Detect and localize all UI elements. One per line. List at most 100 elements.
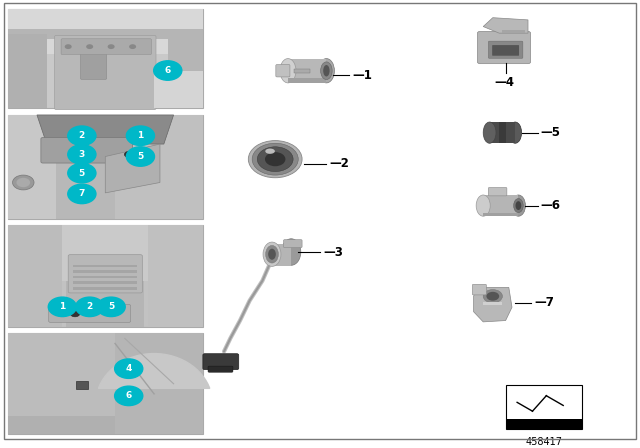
- FancyBboxPatch shape: [154, 70, 203, 108]
- FancyBboxPatch shape: [276, 65, 290, 77]
- Ellipse shape: [511, 195, 525, 216]
- Text: 5: 5: [138, 152, 143, 161]
- FancyBboxPatch shape: [8, 9, 203, 108]
- Circle shape: [13, 175, 34, 190]
- FancyBboxPatch shape: [490, 122, 515, 143]
- FancyBboxPatch shape: [8, 225, 203, 327]
- Circle shape: [86, 44, 93, 49]
- FancyBboxPatch shape: [76, 381, 88, 389]
- Ellipse shape: [280, 59, 296, 83]
- Text: 4: 4: [125, 364, 132, 373]
- Text: 5: 5: [79, 168, 85, 178]
- FancyBboxPatch shape: [208, 366, 233, 372]
- FancyBboxPatch shape: [73, 265, 138, 267]
- FancyBboxPatch shape: [506, 385, 582, 429]
- Text: —4: —4: [494, 77, 515, 90]
- Ellipse shape: [268, 249, 276, 260]
- Ellipse shape: [282, 239, 301, 265]
- Text: 7: 7: [79, 190, 85, 198]
- FancyBboxPatch shape: [81, 43, 106, 79]
- FancyBboxPatch shape: [8, 333, 203, 434]
- Circle shape: [68, 126, 96, 146]
- FancyBboxPatch shape: [492, 45, 519, 56]
- Ellipse shape: [476, 195, 490, 216]
- FancyBboxPatch shape: [502, 30, 525, 33]
- Circle shape: [129, 44, 136, 49]
- FancyBboxPatch shape: [203, 354, 239, 370]
- Circle shape: [124, 151, 133, 157]
- FancyBboxPatch shape: [49, 305, 131, 323]
- Text: —3: —3: [323, 246, 343, 258]
- Polygon shape: [474, 287, 512, 322]
- Circle shape: [68, 164, 96, 183]
- FancyBboxPatch shape: [483, 195, 518, 216]
- Circle shape: [257, 147, 293, 172]
- FancyBboxPatch shape: [288, 59, 326, 83]
- FancyBboxPatch shape: [8, 399, 203, 434]
- FancyBboxPatch shape: [168, 34, 203, 108]
- Ellipse shape: [483, 289, 502, 303]
- FancyBboxPatch shape: [8, 115, 56, 219]
- FancyBboxPatch shape: [115, 115, 203, 219]
- FancyBboxPatch shape: [8, 225, 62, 327]
- Polygon shape: [483, 17, 528, 33]
- Ellipse shape: [323, 65, 330, 77]
- FancyBboxPatch shape: [73, 276, 138, 278]
- Text: —7: —7: [534, 297, 554, 310]
- Circle shape: [17, 178, 30, 187]
- FancyBboxPatch shape: [506, 419, 582, 429]
- Ellipse shape: [516, 201, 522, 210]
- Text: 1: 1: [138, 131, 143, 140]
- FancyBboxPatch shape: [483, 213, 518, 216]
- Circle shape: [68, 184, 96, 204]
- FancyBboxPatch shape: [269, 244, 291, 266]
- Circle shape: [70, 310, 80, 317]
- Ellipse shape: [263, 242, 281, 267]
- Ellipse shape: [265, 149, 275, 154]
- Circle shape: [65, 44, 72, 49]
- Text: 2: 2: [79, 131, 85, 140]
- FancyBboxPatch shape: [284, 240, 302, 248]
- Circle shape: [97, 297, 125, 317]
- FancyBboxPatch shape: [8, 29, 203, 39]
- FancyBboxPatch shape: [73, 270, 138, 273]
- FancyBboxPatch shape: [8, 34, 47, 108]
- Circle shape: [108, 44, 115, 49]
- Text: 1: 1: [60, 302, 65, 311]
- Ellipse shape: [321, 62, 332, 80]
- Text: —5: —5: [541, 126, 561, 139]
- FancyBboxPatch shape: [67, 225, 145, 327]
- FancyBboxPatch shape: [73, 281, 138, 284]
- Text: 6: 6: [164, 66, 171, 75]
- FancyBboxPatch shape: [488, 41, 523, 58]
- FancyBboxPatch shape: [8, 115, 203, 219]
- FancyBboxPatch shape: [115, 333, 203, 434]
- Text: 2: 2: [86, 302, 93, 311]
- FancyBboxPatch shape: [68, 254, 142, 293]
- Text: 5: 5: [108, 302, 115, 311]
- Text: —6: —6: [541, 199, 561, 212]
- FancyBboxPatch shape: [488, 187, 507, 196]
- Ellipse shape: [483, 122, 496, 143]
- Text: 6: 6: [125, 392, 132, 401]
- FancyBboxPatch shape: [41, 138, 132, 163]
- FancyBboxPatch shape: [8, 9, 203, 54]
- FancyBboxPatch shape: [477, 31, 531, 64]
- FancyBboxPatch shape: [8, 333, 115, 416]
- Text: 458417: 458417: [525, 437, 563, 447]
- Circle shape: [154, 61, 182, 80]
- Circle shape: [48, 297, 76, 317]
- FancyBboxPatch shape: [54, 35, 156, 110]
- FancyBboxPatch shape: [148, 225, 203, 327]
- Circle shape: [115, 386, 143, 405]
- Circle shape: [76, 297, 104, 317]
- FancyBboxPatch shape: [472, 284, 486, 295]
- Circle shape: [126, 126, 154, 146]
- Polygon shape: [105, 144, 160, 193]
- FancyBboxPatch shape: [61, 39, 152, 55]
- Text: 3: 3: [79, 150, 85, 159]
- Circle shape: [265, 152, 285, 166]
- Polygon shape: [99, 353, 210, 388]
- FancyBboxPatch shape: [288, 78, 326, 83]
- Circle shape: [252, 143, 298, 175]
